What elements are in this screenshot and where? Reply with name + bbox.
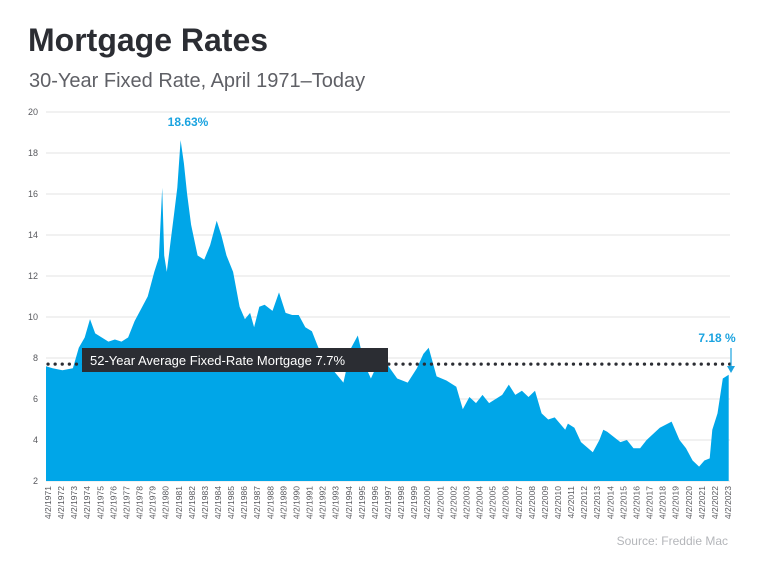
x-tick-label: 4/2/1973 <box>69 486 79 519</box>
x-tick-label: 4/2/1974 <box>82 486 92 519</box>
x-tick-label: 4/2/1972 <box>56 486 66 519</box>
rate-area-series <box>46 140 729 481</box>
x-tick-label: 4/2/1989 <box>278 486 288 519</box>
x-tick-label: 4/2/1979 <box>148 486 158 519</box>
x-tick-label: 4/2/1978 <box>135 486 145 519</box>
x-tick-label: 4/2/2004 <box>475 486 485 519</box>
x-tick-label: 4/2/2006 <box>501 486 511 519</box>
chart-title: Mortgage Rates <box>28 22 269 58</box>
x-tick-label: 4/2/2003 <box>462 486 472 519</box>
average-label: 52-Year Average Fixed-Rate Mortgage 7.7% <box>90 353 346 368</box>
current-rate-label: 7.18 % <box>698 331 736 345</box>
x-tick-label: 4/2/2019 <box>671 486 681 519</box>
x-tick-label: 4/2/1992 <box>318 486 328 519</box>
x-tick-label: 4/2/1995 <box>357 486 367 519</box>
x-tick-label: 4/2/2002 <box>448 486 458 519</box>
source-note: Source: Freddie Mac <box>616 534 728 548</box>
x-tick-label: 4/2/1994 <box>344 486 354 519</box>
x-tick-label: 4/2/2017 <box>645 486 655 519</box>
x-tick-label: 4/2/2012 <box>579 486 589 519</box>
y-tick-label: 4 <box>33 435 38 445</box>
x-tick-label: 4/2/1976 <box>108 486 118 519</box>
x-tick-label: 4/2/1999 <box>409 486 419 519</box>
chart-subtitle: 30-Year Fixed Rate, April 1971–Today <box>29 70 366 92</box>
y-tick-label: 8 <box>33 353 38 363</box>
x-tick-label: 4/2/1983 <box>200 486 210 519</box>
x-tick-label: 4/2/1975 <box>95 486 105 519</box>
x-tick-label: 4/2/2013 <box>592 486 602 519</box>
y-tick-label: 16 <box>28 189 38 199</box>
x-tick-label: 4/2/2001 <box>435 486 445 519</box>
x-tick-label: 4/2/1985 <box>226 486 236 519</box>
x-tick-label: 4/2/1993 <box>331 486 341 519</box>
x-tick-label: 4/2/1988 <box>265 486 275 519</box>
x-tick-label: 4/2/2014 <box>605 486 615 519</box>
x-tick-label: 4/2/2010 <box>553 486 563 519</box>
x-tick-label: 4/2/2023 <box>723 486 733 519</box>
x-tick-label: 4/2/1987 <box>252 486 262 519</box>
x-tick-label: 4/2/2021 <box>697 486 707 519</box>
y-tick-label: 18 <box>28 148 38 158</box>
x-tick-label: 4/2/1977 <box>122 486 132 519</box>
y-tick-label: 14 <box>28 230 38 240</box>
x-tick-label: 4/2/1996 <box>370 486 380 519</box>
y-tick-label: 2 <box>33 476 38 486</box>
peak-rate-label: 18.63% <box>168 115 209 129</box>
x-tick-label: 4/2/1971 <box>43 486 53 519</box>
average-label-box: 52-Year Average Fixed-Rate Mortgage 7.7% <box>82 348 388 372</box>
current-rate-arrow <box>727 348 735 373</box>
x-tick-label: 4/2/2011 <box>566 486 576 519</box>
x-tick-label: 4/2/2015 <box>618 486 628 519</box>
x-tick-label: 4/2/2018 <box>658 486 668 519</box>
x-tick-label: 4/2/1990 <box>292 486 302 519</box>
x-tick-label: 4/2/2016 <box>632 486 642 519</box>
y-tick-label: 12 <box>28 271 38 281</box>
x-tick-label: 4/2/1997 <box>383 486 393 519</box>
x-axis-tick-labels: 4/2/1971 4/2/1972 4/2/1973 4/2/1974 4/2/1975… <box>43 486 733 519</box>
x-tick-label: 4/2/1986 <box>239 486 249 519</box>
x-tick-label: 4/2/2000 <box>422 486 432 519</box>
x-tick-label: 4/2/1984 <box>213 486 223 519</box>
x-tick-label: 4/2/2020 <box>684 486 694 519</box>
x-tick-label: 4/2/2009 <box>540 486 550 519</box>
x-tick-label: 4/2/1980 <box>161 486 171 519</box>
x-tick-label: 4/2/1998 <box>396 486 406 519</box>
x-tick-label: 4/2/1981 <box>174 486 184 519</box>
x-tick-label: 4/2/2022 <box>710 486 720 519</box>
y-axis-tick-labels: 2 4 6 8 10 12 14 16 18 20 <box>28 107 38 486</box>
x-tick-label: 4/2/2005 <box>488 486 498 519</box>
x-tick-label: 4/2/1982 <box>187 486 197 519</box>
x-tick-label: 4/2/1991 <box>305 486 315 519</box>
y-tick-label: 10 <box>28 312 38 322</box>
y-tick-label: 20 <box>28 107 38 117</box>
x-tick-label: 4/2/2008 <box>527 486 537 519</box>
y-tick-label: 6 <box>33 394 38 404</box>
x-tick-label: 4/2/2007 <box>514 486 524 519</box>
